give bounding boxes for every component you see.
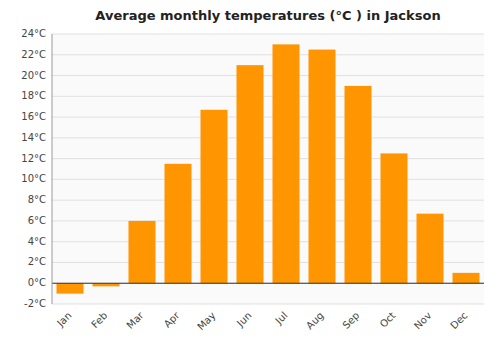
x-tick-label: Oct <box>378 310 398 330</box>
y-tick-label: 4°C <box>28 236 46 247</box>
y-tick-label: 22°C <box>21 49 46 60</box>
y-tick-label: 12°C <box>21 153 46 164</box>
bar <box>417 214 444 284</box>
grid-line <box>52 54 484 55</box>
page: {"chart_data": {"type": "bar", "title": … <box>0 0 500 350</box>
y-tick-label: 18°C <box>21 90 46 101</box>
bar <box>453 273 480 283</box>
plot-area <box>52 34 484 304</box>
bar <box>309 50 336 284</box>
x-tick-label: Feb <box>89 310 109 330</box>
x-tick-label: Mar <box>124 309 146 331</box>
bar <box>165 164 192 283</box>
grid-line <box>52 137 484 138</box>
x-tick-label: Apr <box>162 309 183 330</box>
chart: -2°C 0°C 2°C 4°C 6°C 8°C 10°C 12°C 14°C 16°C 18°C 2… <box>0 0 500 350</box>
y-grid <box>52 34 484 304</box>
x-tick-label: Jun <box>234 310 254 330</box>
y-tick-label: 8°C <box>28 194 46 205</box>
y-tick-labels: -2°C 0°C 2°C 4°C 6°C 8°C 10°C 12°C 14°C 16°C 18°C 2… <box>21 28 46 309</box>
zero-line <box>52 283 484 284</box>
grid-line <box>52 117 484 118</box>
x-tick-label: Dec <box>448 310 469 331</box>
bar <box>201 110 228 283</box>
grid-line <box>52 158 484 159</box>
bar <box>237 65 264 283</box>
x-tick-label: Jan <box>54 310 73 329</box>
x-tick-labels: Jan Feb Mar Apr May Jun Jul Aug Sep Oct Nov Dec <box>54 309 469 332</box>
bar <box>273 44 300 283</box>
bar <box>345 86 372 283</box>
bar <box>57 283 84 293</box>
grid-line <box>52 34 484 35</box>
bar <box>129 221 156 283</box>
bars <box>57 44 480 293</box>
grid-line <box>52 283 484 284</box>
y-tick-label: 20°C <box>21 70 46 81</box>
x-tick-label: Jul <box>273 310 290 327</box>
grid-line <box>52 179 484 180</box>
grid-line <box>52 96 484 97</box>
x-tick-label: Nov <box>412 310 434 332</box>
y-tick-label: 6°C <box>28 215 46 226</box>
grid-line <box>52 200 484 201</box>
grid-line <box>52 75 484 76</box>
title: Average monthly temperatures (°C ) in Ja… <box>95 8 440 23</box>
grid-line <box>52 304 484 305</box>
y-axis-line <box>52 34 53 304</box>
y-tick-label: 10°C <box>21 173 46 184</box>
y-tick-label: 14°C <box>21 132 46 143</box>
bar <box>381 153 408 283</box>
y-tick-label: 0°C <box>28 277 46 288</box>
y-tick-label: 2°C <box>28 256 46 267</box>
x-tick-label: May <box>195 310 217 332</box>
y-tick-label: 24°C <box>21 28 46 39</box>
x-tick-label: Sep <box>340 310 361 331</box>
y-tick-label: -2°C <box>24 298 46 309</box>
x-tick-label: Aug <box>304 310 326 332</box>
y-tick-label: 16°C <box>21 111 46 122</box>
